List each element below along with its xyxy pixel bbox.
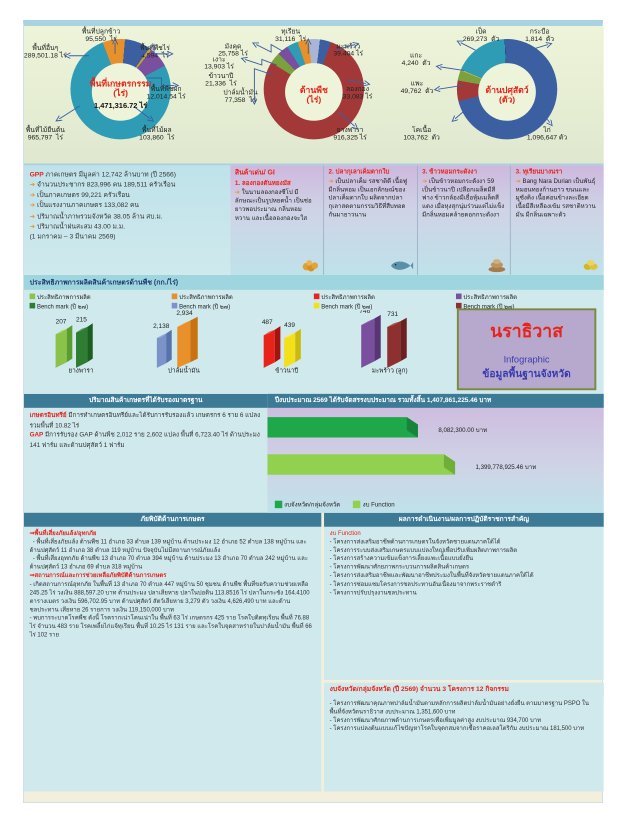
- svg-text:207: 207: [56, 318, 67, 325]
- svg-text:731: 731: [387, 311, 398, 318]
- svg-text:439: 439: [284, 322, 295, 329]
- svg-text:2,934: 2,934: [176, 310, 193, 317]
- svg-text:487: 487: [262, 319, 273, 326]
- svg-text:215: 215: [76, 316, 87, 323]
- svg-text:2,138: 2,138: [153, 323, 170, 330]
- svg-text:746: 746: [359, 310, 370, 315]
